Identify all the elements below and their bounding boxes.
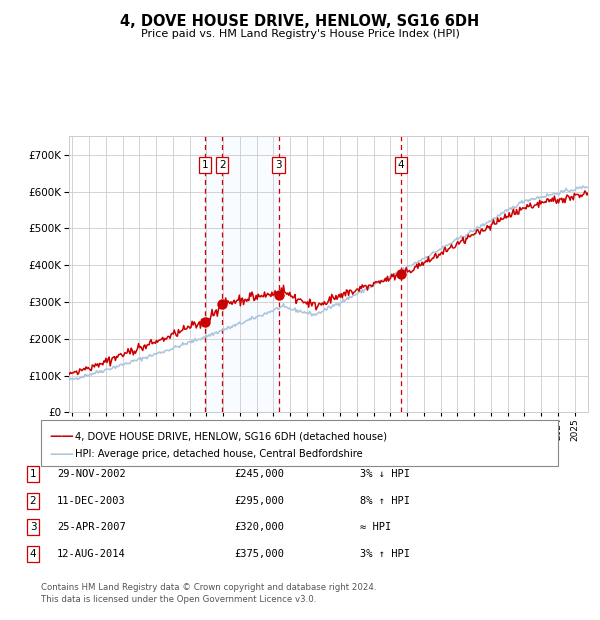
Text: £320,000: £320,000 [234, 522, 284, 532]
Text: 4, DOVE HOUSE DRIVE, HENLOW, SG16 6DH (detached house): 4, DOVE HOUSE DRIVE, HENLOW, SG16 6DH (d… [75, 432, 387, 441]
Text: Contains HM Land Registry data © Crown copyright and database right 2024.
This d: Contains HM Land Registry data © Crown c… [41, 583, 376, 604]
Text: ——: —— [49, 448, 74, 461]
Text: 12-AUG-2014: 12-AUG-2014 [57, 549, 126, 559]
Text: 3% ↓ HPI: 3% ↓ HPI [360, 469, 410, 479]
Text: 2: 2 [219, 161, 226, 171]
Text: 3% ↑ HPI: 3% ↑ HPI [360, 549, 410, 559]
Text: £245,000: £245,000 [234, 469, 284, 479]
Text: Price paid vs. HM Land Registry's House Price Index (HPI): Price paid vs. HM Land Registry's House … [140, 29, 460, 39]
Bar [205, 136, 278, 412]
Text: £295,000: £295,000 [234, 496, 284, 506]
Text: 8% ↑ HPI: 8% ↑ HPI [360, 496, 410, 506]
Text: 3: 3 [275, 161, 282, 171]
Text: ——: —— [49, 430, 74, 443]
Text: 2: 2 [29, 496, 37, 506]
Text: HPI: Average price, detached house, Central Bedfordshire: HPI: Average price, detached house, Cent… [75, 450, 363, 459]
Text: 25-APR-2007: 25-APR-2007 [57, 522, 126, 532]
Text: 4: 4 [398, 161, 404, 171]
Text: 4: 4 [29, 549, 37, 559]
Text: 1: 1 [29, 469, 37, 479]
Text: 4, DOVE HOUSE DRIVE, HENLOW, SG16 6DH: 4, DOVE HOUSE DRIVE, HENLOW, SG16 6DH [121, 14, 479, 29]
Text: ≈ HPI: ≈ HPI [360, 522, 391, 532]
Text: £375,000: £375,000 [234, 549, 284, 559]
Text: 3: 3 [29, 522, 37, 532]
Text: 1: 1 [202, 161, 208, 171]
Text: 11-DEC-2003: 11-DEC-2003 [57, 496, 126, 506]
Text: 29-NOV-2002: 29-NOV-2002 [57, 469, 126, 479]
